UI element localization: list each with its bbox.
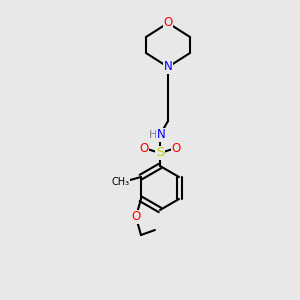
Text: O: O [164, 16, 172, 29]
Text: O: O [171, 142, 181, 154]
Text: O: O [140, 142, 148, 154]
Text: N: N [164, 61, 172, 74]
Text: CH₃: CH₃ [112, 177, 130, 187]
Text: O: O [131, 211, 141, 224]
Text: H: H [149, 130, 157, 140]
Text: S: S [156, 146, 164, 160]
Text: N: N [157, 128, 165, 142]
